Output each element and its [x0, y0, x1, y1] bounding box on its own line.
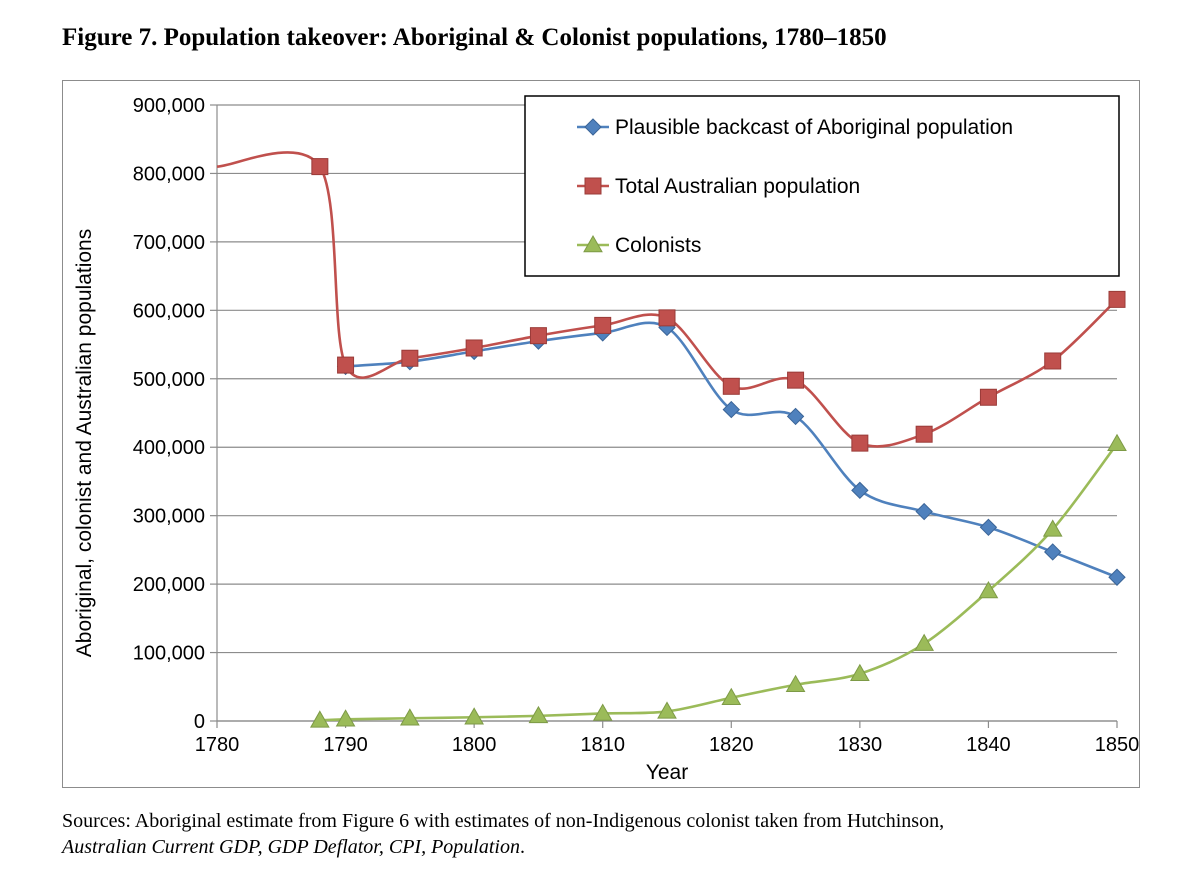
legend-swatch-marker	[583, 234, 603, 253]
series-total	[216, 151, 1126, 452]
x-tick-label: 1830	[838, 734, 883, 756]
figure-title: Figure 7. Population takeover: Aborigina…	[62, 24, 887, 51]
data-point-total	[851, 434, 869, 452]
sources-note: Sources: Aboriginal estimate from Figure…	[62, 808, 1172, 860]
data-point-total	[658, 309, 676, 327]
data-point-colonists	[721, 687, 742, 705]
series-line-aboriginal	[345, 321, 1118, 579]
data-point-colonists	[849, 663, 870, 682]
x-tick-label: 1810	[580, 734, 625, 756]
y-tick-label: 900,000	[133, 95, 205, 117]
legend-swatch-marker	[584, 177, 602, 195]
y-tick-label: 400,000	[133, 437, 205, 459]
data-point-aboriginal	[1044, 543, 1062, 561]
data-point-colonists	[657, 701, 677, 719]
line-chart: 0 100,000 200,000 300,000 400,000 500,000 600,…	[73, 95, 1139, 784]
y-tick-label: 700,000	[133, 232, 205, 254]
data-point-colonists	[914, 633, 935, 651]
data-point-total	[311, 158, 329, 176]
data-point-total	[722, 377, 740, 395]
data-point-total	[1044, 352, 1062, 370]
y-axis-title: Aboriginal, colonist and Australian popu…	[73, 229, 96, 657]
data-point-colonists	[399, 708, 420, 726]
x-tick-label: 1780	[195, 734, 240, 756]
x-tick-label: 1800	[452, 734, 497, 756]
data-point-colonists	[335, 709, 356, 727]
legend: Plausible backcast of Aboriginal populat…	[524, 95, 1120, 277]
data-point-aboriginal	[786, 407, 805, 426]
data-point-colonists	[978, 580, 999, 599]
sources-period: .	[519, 836, 525, 858]
series-colonists	[309, 433, 1127, 728]
data-point-total	[1108, 290, 1126, 308]
axis-layer: 0 100,000 200,000 300,000 400,000 500,000 600,…	[73, 95, 1139, 784]
x-axis-title: Year	[646, 761, 688, 784]
legend-label: Plausible backcast of Aboriginal populat…	[615, 116, 1013, 139]
y-tick-label: 100,000	[133, 643, 205, 665]
data-point-colonists	[464, 707, 485, 725]
legend-label: Total Australian population	[615, 175, 860, 198]
data-point-aboriginal	[915, 502, 933, 521]
y-tick-label: 200,000	[133, 574, 205, 596]
legend-box	[524, 95, 1120, 277]
legend-label: Colonists	[615, 234, 701, 257]
y-tick-label: 800,000	[133, 163, 205, 185]
data-point-aboriginal	[979, 518, 998, 537]
data-point-colonists	[1107, 433, 1127, 452]
y-tick-label: 600,000	[133, 300, 205, 322]
data-point-colonists	[309, 710, 330, 728]
legend-item-aboriginal: Plausible backcast of Aboriginal populat…	[577, 116, 1013, 139]
series-line-total	[216, 151, 1118, 448]
data-point-colonists	[592, 703, 613, 721]
legend-item-colonists: Colonists	[577, 234, 701, 257]
data-point-total	[594, 316, 612, 334]
y-tick-label: 0	[194, 711, 205, 733]
series-line-colonists	[319, 443, 1119, 722]
data-point-colonists	[1042, 519, 1063, 537]
data-point-aboriginal	[851, 481, 869, 500]
data-point-total	[337, 356, 355, 374]
data-point-total	[529, 327, 547, 345]
series-layer	[216, 151, 1127, 728]
legend-item-total: Total Australian population	[577, 175, 860, 198]
data-point-total	[401, 349, 419, 367]
data-point-total	[979, 388, 997, 406]
y-tick-label: 500,000	[133, 369, 205, 391]
x-tick-label: 1790	[323, 734, 368, 756]
x-tick-label: 1850	[1095, 734, 1140, 756]
series-aboriginal	[336, 318, 1126, 586]
x-tick-label: 1840	[966, 734, 1011, 756]
data-point-aboriginal	[1108, 568, 1126, 586]
y-tick-label: 300,000	[133, 506, 205, 528]
legend-swatch-marker	[584, 118, 602, 136]
data-point-colonists	[785, 674, 806, 692]
chart-frame: 0 100,000 200,000 300,000 400,000 500,000 600,…	[62, 80, 1140, 788]
data-point-aboriginal	[722, 400, 740, 419]
data-point-total	[915, 425, 933, 443]
data-point-total	[787, 371, 805, 389]
sources-text: Sources: Aboriginal estimate from Figure…	[62, 810, 945, 832]
data-point-total	[465, 339, 483, 357]
data-point-colonists	[528, 705, 549, 724]
x-tick-label: 1820	[709, 734, 754, 756]
sources-reference: Australian Current GDP, GDP Deflator, CP…	[62, 836, 520, 858]
